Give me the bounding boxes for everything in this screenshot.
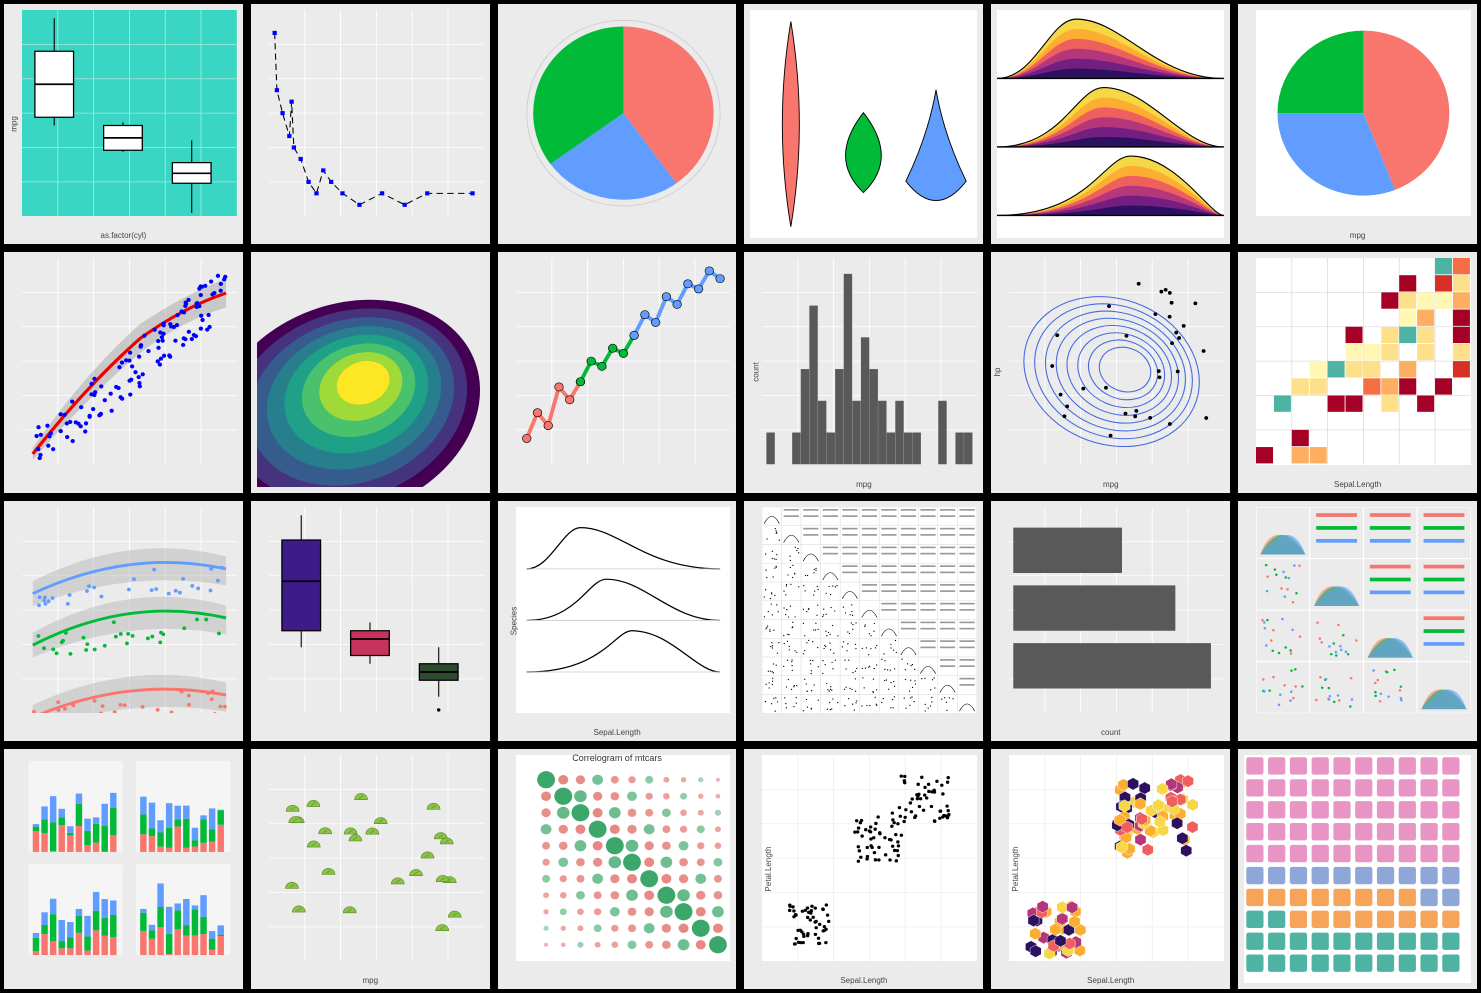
- chart-svg: [516, 507, 731, 713]
- xlabel: Sepal.Length: [1238, 480, 1477, 489]
- chart-svg: [22, 507, 237, 713]
- chart-svg: [516, 10, 731, 216]
- panel-r2c3: [498, 252, 737, 492]
- panel-r4c3: Correlogram of mtcars: [498, 749, 737, 989]
- chart-svg: [516, 755, 731, 961]
- panel-r3c5: count: [991, 501, 1230, 741]
- chart-svg: [1256, 10, 1471, 216]
- plot-area: [516, 755, 731, 961]
- chart-svg: [1244, 755, 1471, 983]
- panel-r3c3: Sepal.Length Species: [498, 501, 737, 741]
- panel-r3c1: [4, 501, 243, 741]
- plot-area: [1244, 755, 1471, 983]
- panel-r4c4: Sepal.Length Petal.Length: [744, 749, 983, 989]
- plot-area: [269, 10, 484, 216]
- chart-svg: [762, 755, 977, 961]
- xlabel: mpg: [1238, 231, 1477, 240]
- plot-area: [1009, 258, 1224, 464]
- chart-svg: [257, 258, 484, 486]
- chart-svg: [516, 258, 731, 464]
- panel-r2c1: [4, 252, 243, 492]
- panel-r4c6: [1238, 749, 1477, 989]
- panel-r2c4: mpg count: [744, 252, 983, 492]
- ylabel: Petal.Length: [1011, 846, 1020, 891]
- panel-r3c2: [251, 501, 490, 741]
- panel-r1c5: [991, 4, 1230, 244]
- panel-r1c6: mpg: [1238, 4, 1477, 244]
- chart-svg: [1256, 258, 1471, 464]
- plot-area: [762, 258, 977, 464]
- chart-svg: [22, 10, 237, 216]
- plot-area: [750, 10, 977, 238]
- panel-r2c2: [251, 252, 490, 492]
- panel-r4c5: Sepal.Length Petal.Length: [991, 749, 1230, 989]
- plot-area: [22, 10, 237, 216]
- xlabel: Sepal.Length: [991, 976, 1230, 985]
- xlabel: count: [991, 728, 1230, 737]
- plot-area: [22, 755, 237, 961]
- chart-svg: [1256, 507, 1471, 713]
- panel-r3c6: [1238, 501, 1477, 741]
- plot-area: [1009, 755, 1224, 961]
- chart-svg: [269, 755, 484, 961]
- plot-area: [257, 258, 484, 486]
- xlabel: Sepal.Length: [744, 976, 983, 985]
- panel-r2c5: mpg hp: [991, 252, 1230, 492]
- xlabel: Sepal.Length: [498, 728, 737, 737]
- plot-area: [269, 755, 484, 961]
- ylabel: Species: [509, 606, 518, 634]
- ylabel: mpg: [9, 116, 18, 132]
- chart-svg: [1009, 755, 1224, 961]
- plot-area: [22, 258, 237, 464]
- chart-svg: [269, 10, 484, 216]
- panel-r1c3: [498, 4, 737, 244]
- plot-area: [762, 507, 977, 713]
- ylabel: count: [752, 363, 761, 383]
- panel-r2c6: Sepal.Length: [1238, 252, 1477, 492]
- plot-area: [269, 507, 484, 713]
- xlabel: mpg: [251, 976, 490, 985]
- plot-area: [1009, 507, 1224, 713]
- panel-r3c4: [744, 501, 983, 741]
- plot-area: [516, 10, 731, 216]
- chart-svg: [1009, 258, 1224, 464]
- ylabel: hp: [993, 368, 1002, 377]
- chart-svg: [269, 507, 484, 713]
- xlabel: mpg: [991, 480, 1230, 489]
- chart-svg: [997, 10, 1224, 238]
- panel-r4c2: mpg: [251, 749, 490, 989]
- panel-r1c4: [744, 4, 983, 244]
- chart-svg: [1009, 507, 1224, 713]
- chart-svg: [750, 10, 977, 238]
- xlabel: mpg: [744, 480, 983, 489]
- ylabel: Petal.Length: [764, 846, 773, 891]
- chart-svg: [22, 258, 237, 464]
- plot-area: [1256, 10, 1471, 216]
- panel-r4c1: [4, 749, 243, 989]
- chart-svg: [22, 755, 237, 961]
- title: Correlogram of mtcars: [498, 753, 737, 763]
- panel-r1c1: as.factor(cyl) mpg: [4, 4, 243, 244]
- plot-area: [22, 507, 237, 713]
- plot-area: [997, 10, 1224, 238]
- plot-area: [762, 755, 977, 961]
- plot-area: [1256, 258, 1471, 464]
- panel-r1c2: [251, 4, 490, 244]
- chart-svg: [762, 507, 977, 713]
- plot-area: [516, 258, 731, 464]
- plot-area: [516, 507, 731, 713]
- plot-area: [1256, 507, 1471, 713]
- chart-svg: [762, 258, 977, 464]
- xlabel: as.factor(cyl): [4, 231, 243, 240]
